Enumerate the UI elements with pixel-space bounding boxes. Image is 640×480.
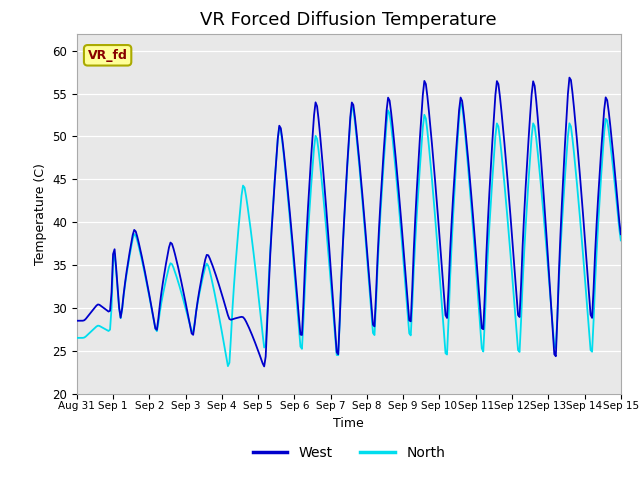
Title: VR Forced Diffusion Temperature: VR Forced Diffusion Temperature: [200, 11, 497, 29]
X-axis label: Time: Time: [333, 417, 364, 430]
Y-axis label: Temperature (C): Temperature (C): [34, 163, 47, 264]
Legend: West, North: West, North: [247, 441, 451, 466]
Line: West: West: [77, 78, 621, 366]
Text: VR_fd: VR_fd: [88, 49, 127, 62]
Line: North: North: [77, 103, 621, 366]
